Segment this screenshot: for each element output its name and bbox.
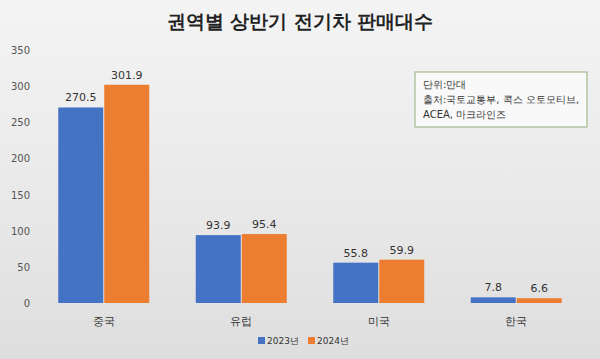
tick-mark: [37, 158, 40, 159]
bar: [379, 260, 424, 303]
legend-label: 2023년: [267, 336, 299, 346]
tick-label: 300: [11, 81, 30, 92]
tick-label: 200: [11, 153, 30, 164]
tick-mark: [37, 303, 40, 304]
bar: [104, 85, 149, 303]
tick-label: 150: [11, 190, 30, 201]
bar: [58, 107, 103, 303]
annotation: 단위:만대: [423, 79, 466, 90]
title: 권역별 상반기 전기차 판매대수: [167, 10, 434, 32]
tick-label: 50: [17, 262, 30, 273]
category-label: 유럽: [230, 315, 252, 328]
tick-label: 350: [11, 45, 30, 56]
bars: [58, 85, 562, 303]
bar: [196, 235, 241, 303]
data-label: 95.4: [252, 218, 277, 231]
data-label: 93.9: [206, 219, 231, 232]
bar: [517, 298, 562, 303]
legend-label: 2024년: [317, 336, 349, 346]
chart: 권역별 상반기 전기차 판매대수 0 50 100 150 200 250 300 350 270…: [0, 0, 600, 359]
tick-label: 100: [11, 226, 30, 237]
data-label: 59.9: [390, 244, 415, 257]
category-label: 한국: [505, 315, 527, 328]
tick-label: 250: [11, 117, 30, 128]
annotation: ACEA, 마크라인즈: [423, 109, 506, 120]
tick-mark: [37, 230, 40, 231]
tick-label: 0: [24, 298, 30, 309]
tick-mark: [37, 266, 40, 267]
tick-mark: [37, 194, 40, 195]
bar: [333, 263, 378, 303]
bar: [242, 234, 287, 303]
legend-swatch: [258, 337, 265, 344]
annotation-box: [415, 72, 587, 127]
category-label: 중국: [93, 315, 115, 328]
tick-mark: [37, 122, 40, 123]
annotation: 출처:국토교통부, 콕스 오토모티브,: [423, 94, 579, 105]
data-label: 7.8: [485, 281, 503, 294]
data-label: 301.9: [111, 69, 143, 82]
legend-swatch: [308, 337, 315, 344]
bar: [471, 297, 516, 303]
tick-mark: [37, 50, 40, 51]
data-label: 270.5: [65, 91, 97, 104]
tick-mark: [37, 86, 40, 87]
data-label: 6.6: [531, 282, 549, 295]
category-label: 미국: [368, 315, 390, 328]
data-label: 55.8: [344, 247, 369, 260]
